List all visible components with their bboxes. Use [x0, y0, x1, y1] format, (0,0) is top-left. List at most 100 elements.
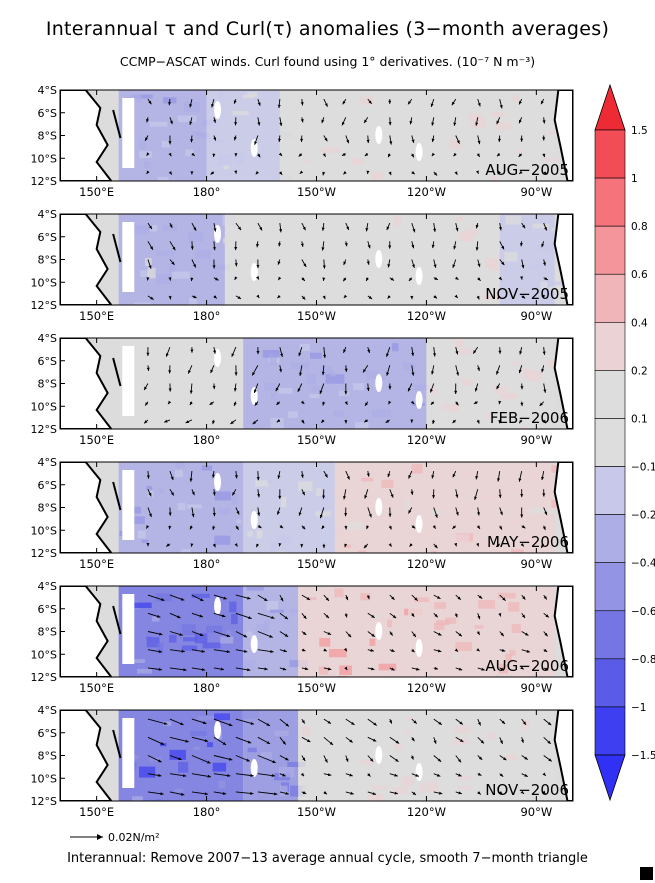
curl-cell	[448, 417, 464, 427]
wind-arrowhead	[159, 632, 163, 636]
curl-cell	[470, 422, 477, 429]
land-west	[60, 710, 113, 801]
wind-arrowhead	[388, 245, 392, 249]
curl-cell	[373, 659, 386, 665]
wind-arrowhead	[302, 226, 306, 231]
wind-arrowhead	[243, 634, 248, 638]
wind-arrowhead	[411, 525, 416, 529]
wind-arrowhead	[341, 152, 346, 156]
wind-arrowhead	[454, 648, 459, 652]
wind-arrowhead	[386, 372, 390, 376]
missing-data	[415, 763, 423, 781]
wind-arrowhead	[519, 276, 523, 280]
wind-arrowhead	[498, 494, 502, 499]
wind-arrowhead	[408, 509, 412, 514]
curl-cell	[456, 338, 465, 348]
wind-arrowhead	[213, 350, 217, 354]
curl-region	[118, 586, 244, 677]
wind-arrowhead	[454, 542, 458, 547]
wind-arrowhead	[542, 526, 546, 531]
missing-data	[122, 346, 135, 416]
curl-cell	[278, 767, 295, 778]
curl-cell	[207, 377, 213, 388]
curl-cell	[334, 588, 344, 598]
missing-data	[250, 759, 258, 777]
wind-arrowhead	[212, 265, 216, 269]
curl-cell	[443, 141, 451, 149]
wind-arrowhead	[257, 122, 261, 126]
curl-cell	[525, 404, 531, 409]
map-panel: 4°S 6°S 8°S 10°S 12°S 150°E 180° 150°W 120°W 90°W…	[31, 704, 574, 819]
wind-arrowhead	[322, 544, 326, 549]
wind-arrowhead	[476, 153, 480, 157]
wind-arrowhead	[172, 246, 176, 251]
wind-arrowhead	[366, 277, 369, 282]
curl-cell	[246, 631, 253, 638]
wind-arrowhead	[322, 495, 326, 499]
wind-arrowhead	[300, 138, 304, 142]
y-tick-label: 10°S	[31, 648, 57, 661]
wind-arrowhead	[395, 740, 400, 744]
wind-arrowhead	[188, 370, 191, 374]
curl-cell	[249, 257, 262, 262]
wind-arrowhead	[499, 511, 503, 516]
curl-cell	[519, 538, 537, 546]
wind-arrowhead	[347, 633, 352, 638]
wind-arrowhead	[322, 277, 326, 281]
curl-cell	[360, 592, 371, 601]
curl-cell	[471, 102, 489, 112]
curl-cell	[246, 586, 264, 591]
wind-arrowhead	[544, 511, 548, 516]
wind-arrowhead	[259, 227, 263, 231]
curl-cell	[269, 357, 277, 366]
curl-cell	[274, 730, 289, 736]
curl-cell	[532, 223, 550, 229]
curl-cell	[505, 511, 518, 522]
wind-arrowhead	[223, 596, 227, 600]
wind-arrowhead	[207, 774, 211, 778]
curl-cell	[139, 139, 147, 149]
wind-arrowhead	[366, 170, 370, 174]
curl-cell	[141, 539, 149, 543]
curl-cell	[511, 624, 521, 633]
curl-cell	[214, 264, 231, 271]
wind-arrowhead	[253, 389, 257, 393]
wind-arrowhead	[146, 170, 150, 174]
wind-arrowhead	[170, 492, 174, 496]
wind-arrowhead	[275, 387, 279, 392]
missing-data	[375, 250, 383, 268]
x-tick-label: 150°E	[79, 309, 114, 323]
wind-arrowhead	[349, 773, 353, 777]
wind-arrowhead	[302, 648, 306, 652]
curl-cell	[551, 500, 560, 509]
wind-arrowhead	[431, 138, 435, 142]
curl-cell	[181, 624, 196, 635]
curl-cell	[287, 411, 298, 418]
wind-arrowhead	[146, 367, 150, 371]
wind-arrowhead	[182, 774, 187, 778]
curl-cell	[205, 625, 223, 633]
wind-arrowhead	[371, 614, 375, 618]
wind-arrowhead	[178, 757, 182, 761]
curl-cell	[355, 421, 369, 429]
wind-arrowhead	[434, 666, 439, 670]
wind-arrowhead	[234, 475, 238, 479]
wind-arrowhead	[501, 720, 506, 724]
wind-arrowhead	[518, 478, 522, 482]
curl-cell	[132, 224, 150, 235]
curl-cell	[461, 378, 472, 386]
wind-arrowhead	[144, 386, 148, 391]
panel-date-label: AUG−2006	[485, 657, 569, 675]
wind-arrowhead	[321, 419, 325, 423]
missing-data	[122, 718, 135, 788]
x-tick-label: 90°W	[520, 309, 552, 323]
wind-arrowhead	[476, 631, 480, 635]
curl-cell	[489, 796, 505, 800]
curl-cell	[341, 284, 357, 289]
wind-arrowhead	[148, 100, 152, 105]
wind-arrowhead	[496, 152, 501, 157]
curl-cell	[447, 139, 462, 150]
wind-arrowhead	[500, 632, 504, 637]
wind-arrowhead	[234, 372, 238, 376]
wind-arrowhead	[542, 493, 546, 497]
